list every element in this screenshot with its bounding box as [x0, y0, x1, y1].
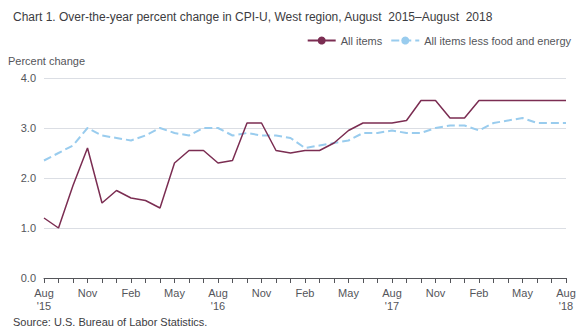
svg-text:Aug: Aug	[382, 287, 402, 299]
svg-text:Feb: Feb	[470, 287, 489, 299]
svg-text:'16: '16	[211, 300, 225, 312]
svg-text:Aug: Aug	[556, 287, 576, 299]
svg-text:Source: U.S. Bureau of Labor S: Source: U.S. Bureau of Labor Statistics.	[13, 316, 207, 328]
svg-text:Nov: Nov	[78, 287, 98, 299]
svg-text:'18: '18	[559, 300, 573, 312]
svg-text:Nov: Nov	[252, 287, 272, 299]
svg-text:'17: '17	[385, 300, 399, 312]
svg-text:May: May	[512, 287, 533, 299]
svg-text:All items less food and energy: All items less food and energy	[424, 35, 571, 47]
svg-text:2.0: 2.0	[21, 172, 36, 184]
svg-text:Nov: Nov	[426, 287, 446, 299]
svg-text:All items: All items	[341, 35, 383, 47]
svg-text:Feb: Feb	[122, 287, 141, 299]
svg-text:1.0: 1.0	[21, 222, 36, 234]
svg-text:May: May	[338, 287, 359, 299]
svg-text:May: May	[164, 287, 185, 299]
svg-text:Chart 1. Over-the-year percent: Chart 1. Over-the-year percent change in…	[13, 10, 493, 24]
svg-text:Feb: Feb	[296, 287, 315, 299]
svg-text:3.0: 3.0	[21, 122, 36, 134]
svg-text:Percent change: Percent change	[8, 55, 85, 67]
svg-text:Aug: Aug	[208, 287, 228, 299]
svg-text:Aug: Aug	[34, 287, 54, 299]
svg-text:'15: '15	[37, 300, 51, 312]
svg-text:4.0: 4.0	[21, 72, 36, 84]
svg-text:0.0: 0.0	[21, 272, 36, 284]
